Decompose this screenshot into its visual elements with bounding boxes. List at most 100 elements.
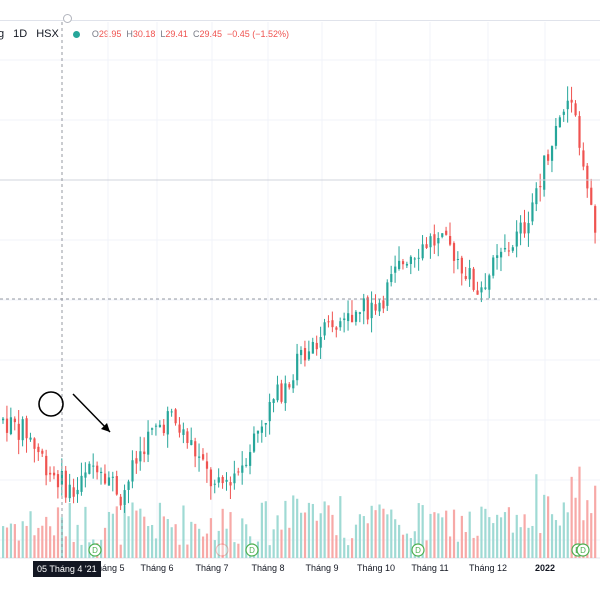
candle-body bbox=[154, 425, 158, 427]
candle-body bbox=[96, 465, 99, 473]
dividend-icon[interactable]: D bbox=[411, 543, 425, 557]
ohlc-high: H30.18 bbox=[126, 29, 156, 39]
candle-body bbox=[68, 484, 71, 499]
candle-body bbox=[217, 477, 220, 483]
candle-body bbox=[452, 243, 456, 261]
candle-body bbox=[131, 460, 134, 482]
time-axis[interactable]: Tháng 5 Tháng 6 Tháng 7 Tháng 8 Tháng 9 … bbox=[0, 558, 600, 580]
candle-body bbox=[409, 256, 412, 264]
candle-body bbox=[449, 236, 452, 245]
volume-histogram bbox=[2, 466, 597, 558]
candle-body bbox=[296, 353, 299, 381]
volume-bar bbox=[300, 512, 303, 558]
candle-body bbox=[496, 255, 499, 258]
candle-body bbox=[284, 383, 287, 404]
volume-bar bbox=[401, 534, 405, 558]
volume-bar bbox=[550, 514, 554, 558]
volume-bar bbox=[452, 509, 456, 558]
volume-bar bbox=[335, 535, 338, 558]
candle-body bbox=[445, 230, 448, 235]
candle-body bbox=[233, 473, 236, 484]
volume-bar bbox=[354, 524, 358, 558]
volume-bar bbox=[554, 520, 558, 558]
candle-body bbox=[468, 267, 471, 280]
candle-body bbox=[162, 424, 165, 434]
ohlc-open: O29.95 bbox=[91, 29, 122, 39]
volume-bar bbox=[33, 535, 36, 558]
candle-body bbox=[92, 465, 95, 467]
candle-body bbox=[72, 487, 75, 497]
candle-body bbox=[429, 236, 432, 248]
legend-bar: g 1D HSX O29.95 H30.18 L29.41 C29.45 −0.… bbox=[0, 24, 600, 44]
volume-bar bbox=[209, 518, 213, 558]
volume-bar bbox=[492, 523, 495, 558]
candle-body bbox=[586, 165, 589, 189]
crosshair-date-label: 05 Tháng 4 '21 bbox=[33, 561, 101, 577]
volume-bar bbox=[547, 496, 550, 558]
candle-body bbox=[260, 426, 263, 433]
time-axis-label: 2022 bbox=[534, 563, 556, 573]
time-axis-label: Tháng 5 bbox=[91, 563, 125, 573]
candle-body bbox=[335, 327, 338, 330]
dividend-icon[interactable]: D bbox=[576, 543, 590, 557]
candle-body bbox=[331, 320, 334, 328]
candle-body bbox=[562, 111, 565, 115]
candle-body bbox=[2, 418, 5, 421]
volume-bar bbox=[37, 527, 40, 558]
candle-body bbox=[347, 313, 350, 322]
candle-body bbox=[205, 461, 209, 469]
time-axis-label: Tháng 12 bbox=[468, 563, 508, 573]
candle-body bbox=[292, 380, 295, 389]
volume-bar bbox=[245, 524, 248, 558]
candle-body bbox=[492, 257, 495, 276]
candle-body bbox=[425, 244, 428, 248]
volume-bar bbox=[84, 506, 87, 558]
volume-bar bbox=[213, 540, 216, 558]
candle-body bbox=[52, 472, 56, 476]
candle-body bbox=[515, 231, 518, 247]
candle-body bbox=[362, 298, 365, 312]
candle-body bbox=[60, 471, 64, 485]
candle-body bbox=[13, 418, 16, 423]
interval-label[interactable]: 1D bbox=[13, 28, 28, 40]
volume-bar bbox=[437, 513, 440, 558]
dividend-icon[interactable]: D bbox=[88, 543, 102, 557]
volume-bar bbox=[460, 515, 463, 558]
candle-body bbox=[323, 322, 326, 336]
candle-body bbox=[139, 451, 142, 462]
volume-bar bbox=[64, 536, 67, 558]
volume-bar bbox=[170, 527, 173, 558]
price-chart-canvas[interactable]: DDDDD bbox=[0, 0, 600, 560]
volume-bar bbox=[311, 503, 314, 558]
volume-bar bbox=[280, 529, 283, 558]
volume-bar bbox=[135, 510, 138, 558]
volume-bar bbox=[119, 544, 122, 558]
candle-body bbox=[484, 287, 487, 289]
volume-bar bbox=[76, 524, 79, 558]
volume-bar bbox=[319, 513, 322, 558]
dividend-icon[interactable]: D bbox=[245, 543, 259, 557]
volume-bar bbox=[523, 514, 526, 558]
symbol-name[interactable]: g bbox=[0, 28, 5, 40]
top-divider bbox=[0, 20, 600, 21]
volume-bar bbox=[586, 500, 589, 558]
candle-body bbox=[566, 100, 569, 110]
candle-body bbox=[201, 454, 205, 460]
candle-body bbox=[225, 479, 228, 482]
candle-body bbox=[507, 250, 511, 252]
volume-bar bbox=[292, 495, 295, 558]
pane-handle-icon[interactable] bbox=[63, 14, 72, 23]
volume-bar bbox=[543, 494, 546, 558]
volume-bar bbox=[374, 510, 377, 558]
candle-body bbox=[190, 440, 193, 445]
volume-bar bbox=[198, 528, 201, 558]
event-markers[interactable]: DDDDD bbox=[88, 543, 590, 557]
candle-body bbox=[209, 469, 213, 487]
volume-bar bbox=[182, 505, 185, 558]
candle-body bbox=[441, 233, 444, 237]
candle-body bbox=[17, 423, 20, 440]
exchange-label[interactable]: HSX bbox=[36, 28, 59, 40]
volume-bar bbox=[456, 541, 460, 558]
volume-bar bbox=[484, 508, 487, 558]
volume-bar bbox=[151, 524, 154, 558]
